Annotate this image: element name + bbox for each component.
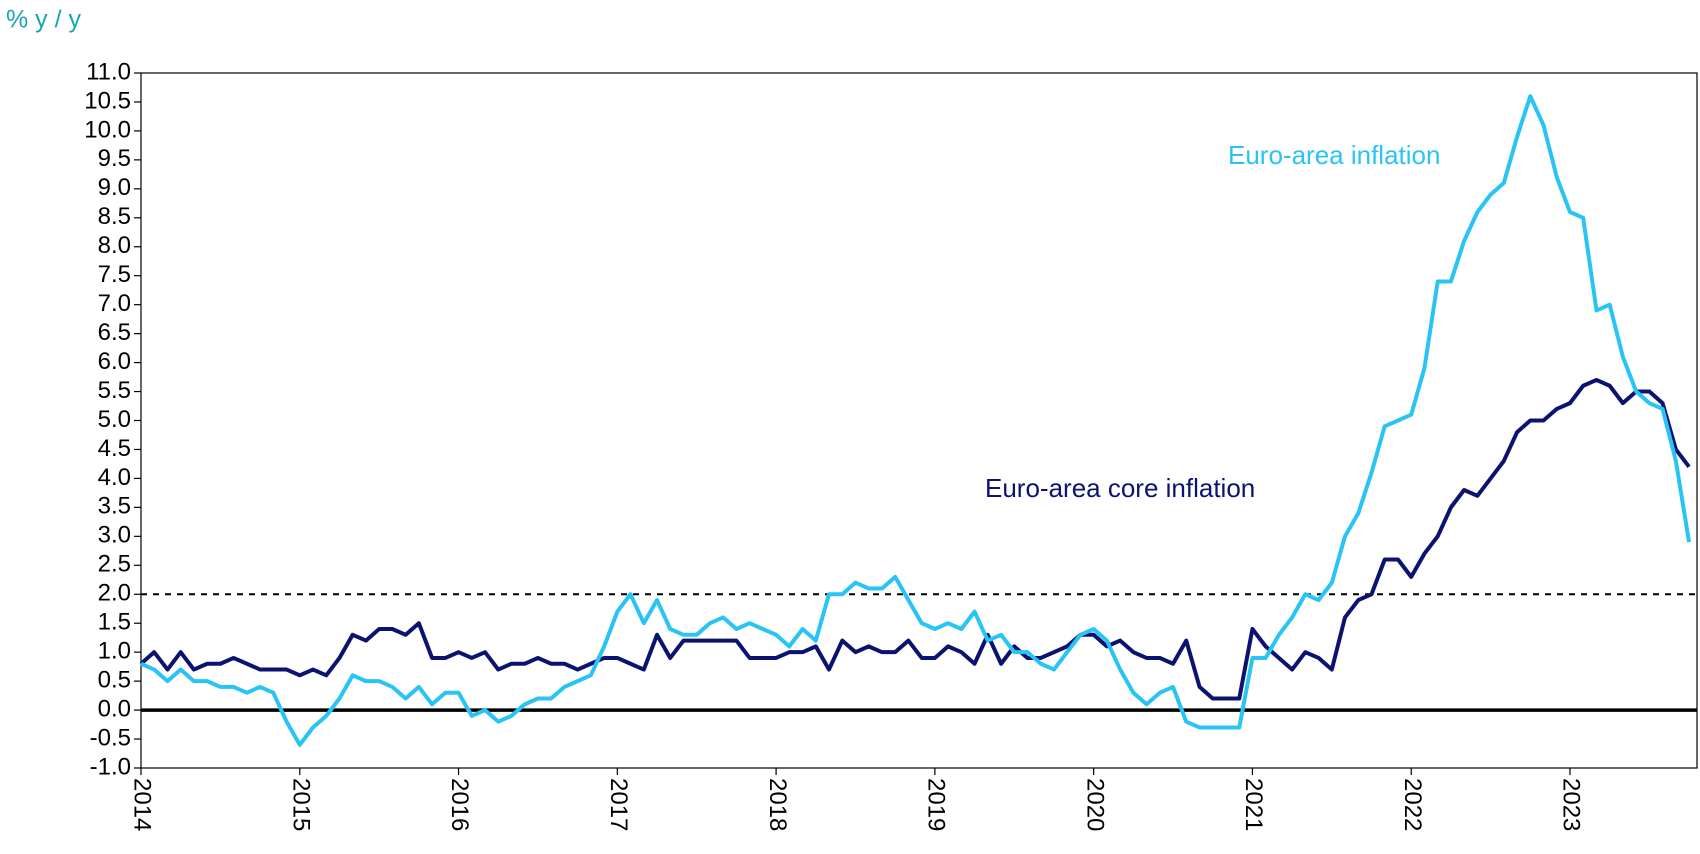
series-line: [140, 94, 1692, 747]
y-tick-label: 1.5: [98, 609, 131, 636]
y-tick-label: 3.5: [98, 493, 131, 520]
plot-frame: [140, 72, 1698, 769]
y-axis-label: % y / y: [6, 6, 82, 34]
y-tick-label: 2.5: [98, 551, 131, 578]
y-tick-label: 8.0: [98, 232, 131, 259]
y-tick-label: 4.0: [98, 464, 131, 491]
x-tick-label: 2022: [1399, 778, 1426, 831]
series-annotation: Euro-area core inflation: [985, 473, 1255, 503]
y-tick-label: 9.5: [98, 145, 131, 172]
x-tick-label: 2016: [446, 778, 473, 831]
y-tick-label: -1.0: [90, 753, 131, 780]
y-tick-label: 7.5: [98, 261, 131, 288]
y-tick-label: 3.0: [98, 522, 131, 549]
y-tick-label: 5.0: [98, 406, 131, 433]
x-tick-label: 2019: [923, 778, 950, 831]
series-annotation: Euro-area inflation: [1228, 140, 1440, 170]
y-tick-label: 10.0: [84, 116, 131, 143]
y-tick-label: 2.0: [98, 580, 131, 607]
y-tick-label: 10.5: [84, 87, 131, 114]
y-tick-label: -0.5: [90, 724, 131, 751]
y-tick-label: 9.0: [98, 174, 131, 201]
y-tick-label: 11.0: [86, 58, 131, 85]
y-tick-label: 8.5: [98, 203, 131, 230]
y-tick-label: 4.5: [98, 435, 131, 462]
y-tick-label: 6.5: [98, 319, 131, 346]
x-tick-label: 2020: [1081, 778, 1108, 831]
series-line: [139, 377, 1691, 701]
y-tick-label: 1.0: [98, 638, 131, 665]
x-tick-label: 2014: [129, 778, 156, 831]
y-tick-label: 0.5: [98, 666, 131, 693]
y-tick-label: 5.5: [98, 377, 131, 404]
x-tick-label: 2017: [605, 778, 632, 831]
x-tick-label: 2015: [287, 778, 314, 831]
x-tick-label: 2021: [1240, 778, 1267, 831]
x-tick-label: 2018: [764, 778, 791, 831]
y-tick-label: 6.0: [98, 348, 131, 375]
x-tick-label: 2023: [1558, 778, 1585, 831]
y-tick-label: 0.0: [98, 695, 131, 722]
y-tick-label: 7.0: [98, 290, 131, 317]
